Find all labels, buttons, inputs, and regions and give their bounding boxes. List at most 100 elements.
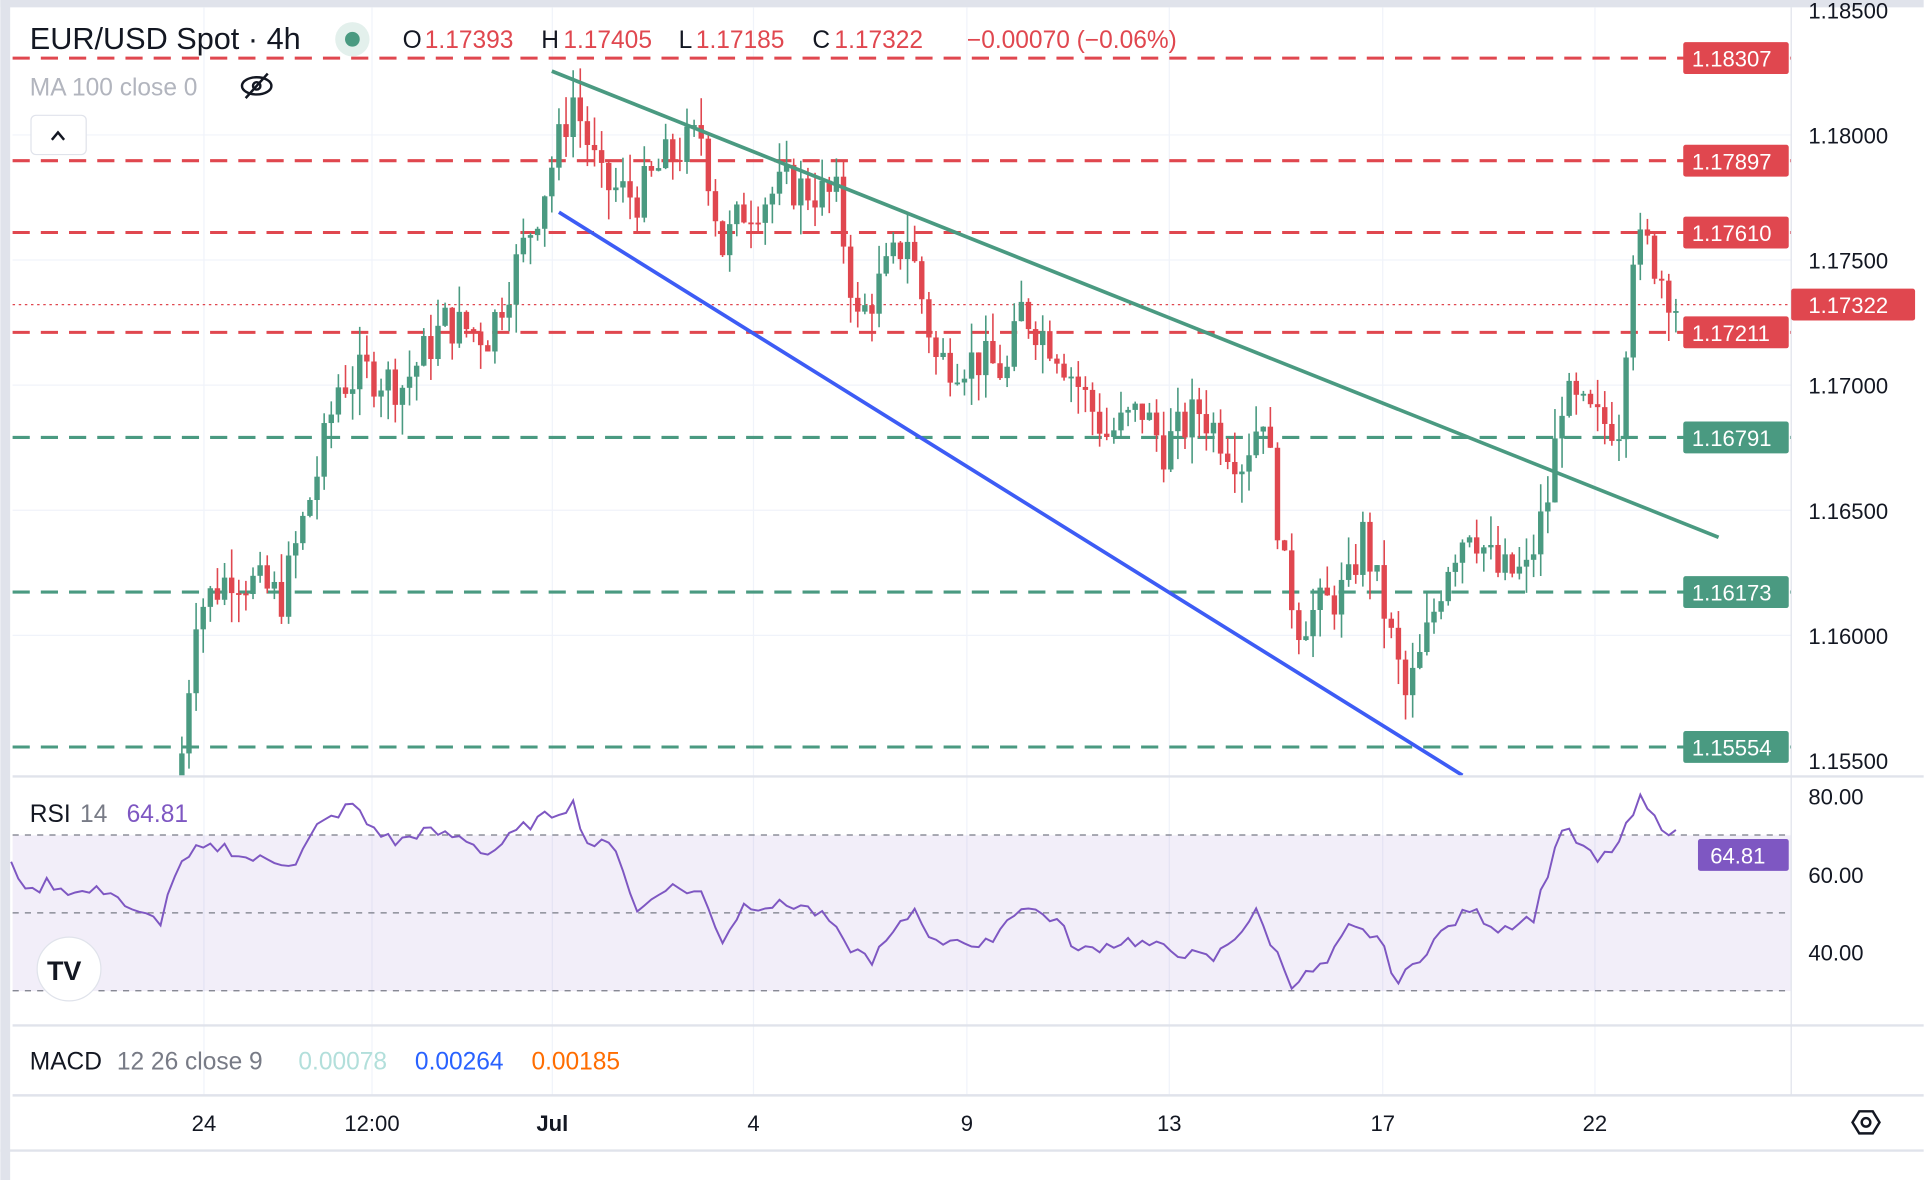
candle-body xyxy=(399,387,406,405)
trendline-upper[interactable] xyxy=(551,69,1720,540)
candle-body xyxy=(477,331,484,346)
close-value: 1.17322 xyxy=(834,27,923,54)
candle-body xyxy=(385,369,391,391)
tradingview-logo[interactable]: TV xyxy=(36,936,102,1002)
candle-body xyxy=(1367,521,1373,572)
candle-body xyxy=(1310,609,1316,637)
candle-body xyxy=(499,312,505,318)
trendlines[interactable] xyxy=(551,69,1720,777)
candle-body xyxy=(897,242,904,260)
collapse-legend-button[interactable] xyxy=(30,114,87,156)
candle-body xyxy=(1488,544,1494,548)
price-tick: 1.17500 xyxy=(1808,249,1888,274)
candle-body xyxy=(1438,601,1444,612)
candle-body xyxy=(186,693,192,754)
candle-body xyxy=(641,166,648,218)
candle-body xyxy=(1530,554,1537,560)
candle-body xyxy=(357,354,363,390)
candle-body xyxy=(428,336,434,360)
candle-body xyxy=(1111,430,1117,437)
price-axis[interactable]: 1.18500 1.18000 1.17500 1.17000 1.16500 1.160… xyxy=(1683,0,1916,965)
candle-body xyxy=(314,476,320,500)
candle-body xyxy=(712,191,719,222)
level-price-label xyxy=(1683,216,1789,249)
candle-body xyxy=(1132,403,1138,410)
candle-body xyxy=(1523,559,1530,567)
candle-body xyxy=(1040,331,1046,346)
candle-body xyxy=(257,565,263,576)
candle-body xyxy=(968,352,975,379)
candle-body xyxy=(1502,554,1508,573)
candle-body xyxy=(1104,433,1110,437)
candle-body xyxy=(214,588,221,600)
time-tick: 22 xyxy=(1583,1111,1608,1136)
macd-label[interactable]: MACD xyxy=(30,1049,102,1076)
candle-body xyxy=(847,246,854,298)
candle-body xyxy=(990,340,996,364)
candle-body xyxy=(1281,540,1288,551)
candle-body xyxy=(869,305,875,314)
low-label: L xyxy=(679,27,693,54)
candle-body xyxy=(1331,595,1338,615)
candle-body xyxy=(1580,393,1587,396)
settings-icon[interactable] xyxy=(1851,1110,1881,1135)
rsi-pane xyxy=(10,792,1792,992)
candle-body xyxy=(1623,357,1629,440)
candle-body xyxy=(1018,301,1025,322)
time-axis[interactable]: 24 12:00 Jul 4 9 13 17 22 xyxy=(192,1111,1608,1136)
symbol-title[interactable]: EUR/USD Spot · 4h xyxy=(30,22,301,56)
candle-body xyxy=(1089,389,1096,412)
candle-body xyxy=(1068,376,1074,379)
candle-body xyxy=(1153,412,1160,436)
candle-body xyxy=(755,222,761,225)
candle-body xyxy=(677,159,683,162)
candle-body xyxy=(1253,431,1259,456)
time-tick: 13 xyxy=(1157,1111,1182,1136)
horizontal-levels xyxy=(12,56,1792,749)
candle-body xyxy=(691,125,697,127)
ma-indicator-label[interactable]: MA 100 close 0 xyxy=(30,75,198,102)
candle-body xyxy=(285,555,292,617)
candle-body xyxy=(961,378,968,383)
low-value: 1.17185 xyxy=(696,27,785,54)
candle-body xyxy=(904,241,911,260)
candle-body xyxy=(1417,652,1423,668)
candle-body xyxy=(1182,411,1188,438)
candle-body xyxy=(342,387,349,394)
candle-body xyxy=(1481,547,1487,554)
candle-body xyxy=(855,297,861,312)
last-price-text: 1.17322 xyxy=(1808,293,1888,318)
level-price-label xyxy=(1683,144,1789,177)
time-tick: 24 xyxy=(192,1111,217,1136)
trendline-lower[interactable] xyxy=(557,210,1464,777)
candle-body xyxy=(1160,435,1167,470)
candle-body xyxy=(300,515,306,544)
rsi-label[interactable]: RSI xyxy=(30,801,71,828)
price-tick: 1.16000 xyxy=(1808,624,1888,649)
candle-body xyxy=(883,256,889,274)
level-price-label xyxy=(1683,316,1789,349)
candle-body xyxy=(1594,404,1601,408)
candle-body xyxy=(791,164,797,206)
candle-body xyxy=(1573,380,1579,395)
macd-params: 12 26 close 9 xyxy=(117,1049,263,1076)
candle-body xyxy=(492,312,498,352)
candle-body xyxy=(890,242,897,257)
candle-body xyxy=(421,336,427,366)
candle-body xyxy=(741,204,747,223)
candle-body xyxy=(307,499,313,516)
candle-body xyxy=(563,124,569,138)
candle-body xyxy=(1004,366,1010,379)
candle-body xyxy=(1637,229,1644,265)
candle-body xyxy=(449,307,455,344)
eye-hidden-icon[interactable] xyxy=(240,72,273,99)
candle-body xyxy=(719,221,726,256)
candle-body xyxy=(783,164,790,172)
high-value: 1.17405 xyxy=(563,27,652,54)
candle-body xyxy=(1409,667,1416,696)
candle-body xyxy=(485,345,491,352)
candle-body xyxy=(1602,407,1608,424)
candle-body xyxy=(1545,502,1551,512)
candle-body xyxy=(1651,235,1658,279)
